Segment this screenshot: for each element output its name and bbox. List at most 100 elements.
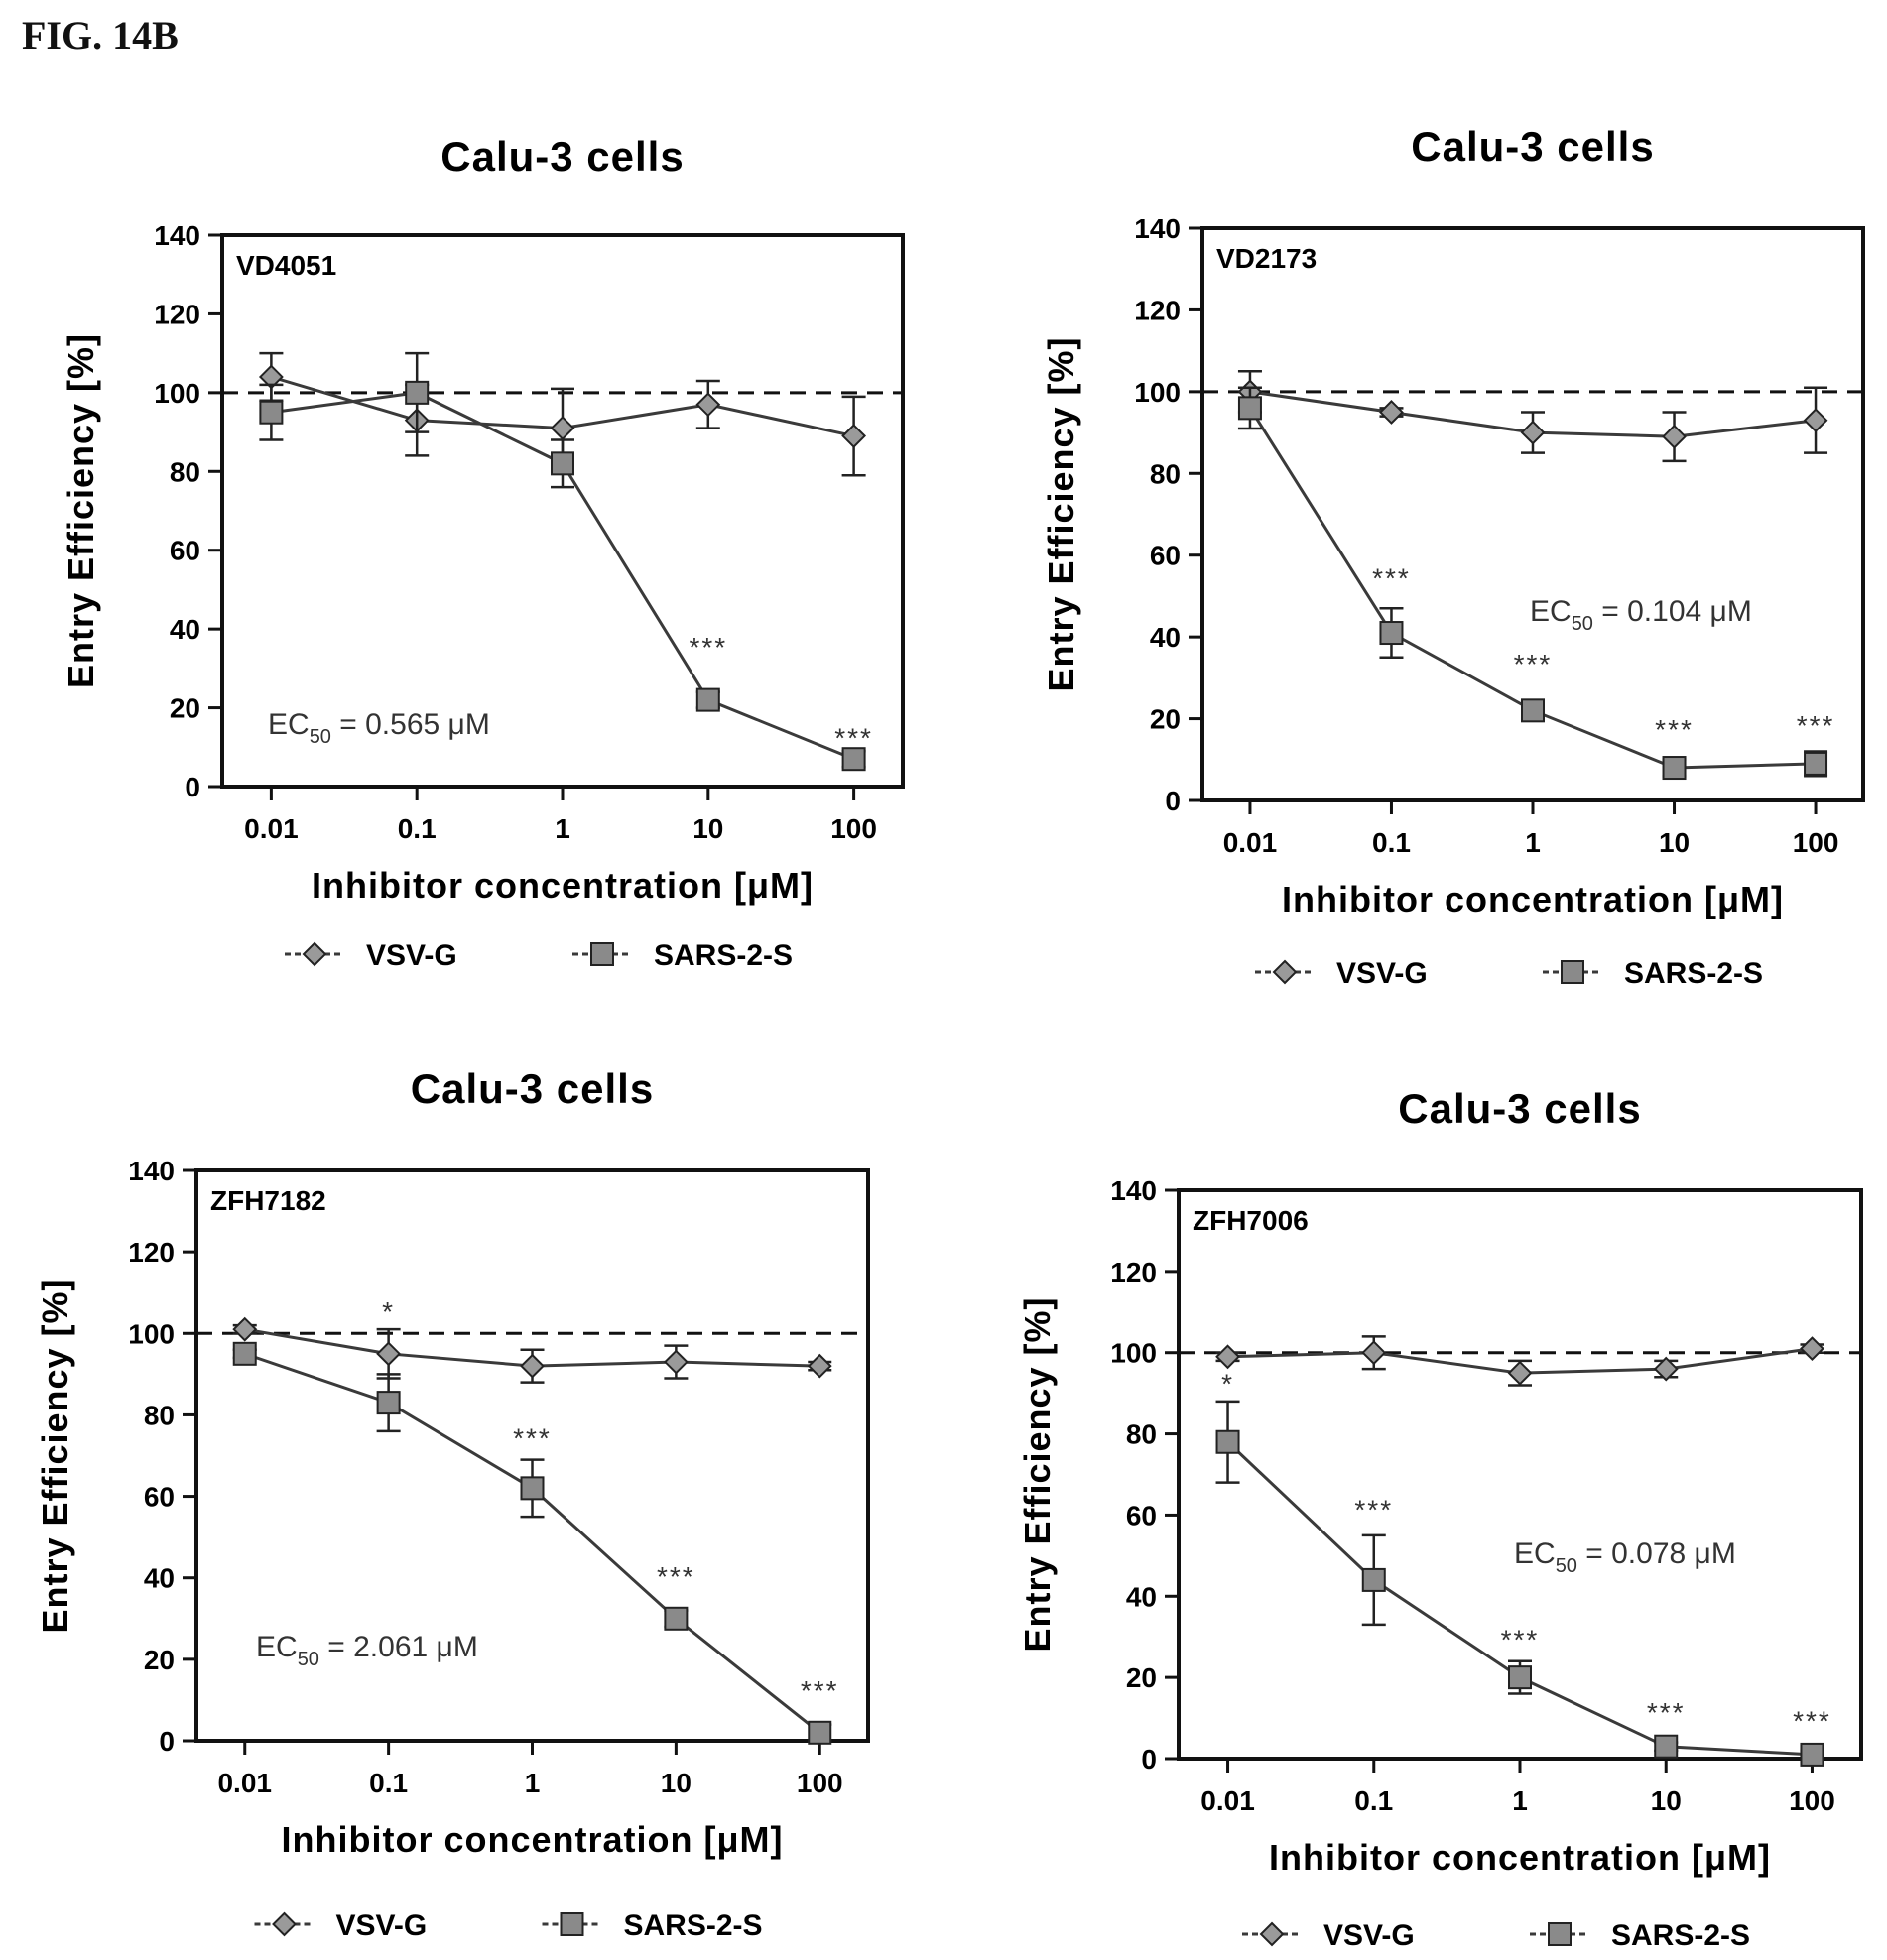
legend-marker <box>1548 1922 1572 1946</box>
data-point <box>1653 1356 1679 1382</box>
significance-mark: *** <box>1514 649 1553 679</box>
x-tick-label: 0.1 <box>369 1768 408 1798</box>
panel-label: VD2173 <box>1216 243 1317 274</box>
y-tick-label: 120 <box>154 299 200 329</box>
y-tick-label: 80 <box>170 456 200 487</box>
x-tick-label: 1 <box>525 1768 541 1798</box>
x-tick-label: 0.01 <box>1223 827 1278 858</box>
x-axis-label: Inhibitor concentration [μM] <box>1269 1837 1771 1878</box>
ec50-value: = 2.061 μM <box>319 1631 478 1663</box>
legend-label: SARS-2-S <box>1624 957 1763 990</box>
x-tick-label: 10 <box>661 1768 692 1798</box>
series-line <box>1226 1440 1813 1757</box>
y-tick-label: 20 <box>1150 704 1181 735</box>
y-tick-label: 0 <box>1165 786 1181 816</box>
data-point <box>841 747 866 772</box>
significance-mark: * <box>382 1296 395 1327</box>
ec50-label: EC <box>1530 595 1572 628</box>
data-point <box>664 1606 689 1631</box>
data-point <box>1800 1742 1824 1767</box>
y-tick-label: 0 <box>159 1726 175 1757</box>
x-tick-label: 100 <box>1789 1785 1835 1816</box>
y-tick-label: 100 <box>1134 377 1181 408</box>
data-point <box>550 416 575 441</box>
y-tick-label: 60 <box>144 1482 175 1513</box>
data-point <box>551 451 574 476</box>
x-tick-label: 0.1 <box>1354 1785 1393 1816</box>
x-tick-label: 100 <box>797 1768 843 1798</box>
series-vsv-g <box>232 1316 832 1384</box>
chart-title: Calu-3 cells <box>1398 1085 1641 1132</box>
y-tick-label: 120 <box>1134 295 1181 325</box>
data-point <box>405 380 430 405</box>
data-point <box>1215 1344 1240 1370</box>
y-tick-label: 20 <box>1126 1662 1157 1693</box>
ec50-annotation: EC50 = 0.078 μM <box>1514 1537 1736 1577</box>
significance-mark: *** <box>834 722 873 753</box>
y-axis-label: Entry Efficiency [%] <box>1041 336 1081 691</box>
x-tick-label: 100 <box>1793 827 1839 858</box>
legend-label: VSV-G <box>1323 1919 1415 1952</box>
series-vsv-g <box>1237 370 1828 463</box>
ec50-annotation: EC50 = 0.104 μM <box>1530 595 1752 635</box>
data-point <box>841 424 867 448</box>
data-point <box>1237 396 1262 421</box>
y-tick-label: 80 <box>1150 458 1181 489</box>
y-tick-label: 40 <box>1150 622 1181 653</box>
legend: VSV-G SARS-2-S <box>285 939 793 972</box>
significance-mark: * <box>1221 1369 1234 1400</box>
data-point <box>232 1341 257 1366</box>
series-sars-2-s <box>259 351 866 772</box>
chart-panel-vd4051: Calu-3 cells 0 20 40 60 80 100 120 140 0.01 0.1 1 10… <box>61 133 905 972</box>
y-tick-label: 120 <box>1110 1257 1157 1287</box>
x-tick-label: 10 <box>692 813 723 844</box>
significance-mark: *** <box>1655 714 1694 745</box>
y-tick-label: 140 <box>1134 213 1181 244</box>
ec50-subscript: 50 <box>298 1649 319 1670</box>
ec50-annotation: EC50 = 0.565 μM <box>268 708 490 748</box>
data-point <box>1662 756 1687 781</box>
y-tick-label: 0 <box>1141 1744 1157 1775</box>
legend-marker <box>302 941 327 967</box>
x-axis-label: Inhibitor concentration [μM] <box>282 1819 784 1860</box>
legend-label: SARS-2-S <box>624 1909 763 1942</box>
y-tick-label: 40 <box>144 1563 175 1594</box>
chart-title: Calu-3 cells <box>411 1065 654 1112</box>
y-tick-label: 0 <box>185 772 200 802</box>
series-sars-2-s <box>232 1341 832 1745</box>
ec50-annotation: EC50 = 2.061 μM <box>256 1631 478 1670</box>
legend: VSV-G SARS-2-S <box>1242 1919 1750 1952</box>
x-tick-label: 100 <box>830 813 877 844</box>
significance-mark: *** <box>1372 563 1411 594</box>
y-tick-label: 140 <box>1110 1175 1157 1206</box>
x-tick-label: 1 <box>1512 1785 1528 1816</box>
legend-marker <box>1259 1921 1285 1947</box>
panel-label: ZFH7006 <box>1193 1205 1309 1236</box>
significance-mark: *** <box>689 632 727 663</box>
legend-marker <box>560 1912 584 1936</box>
y-tick-label: 60 <box>170 536 200 566</box>
significance-mark: *** <box>801 1675 839 1706</box>
legend-marker <box>1272 959 1298 985</box>
x-tick-label: 10 <box>1659 827 1690 858</box>
data-point <box>520 1476 545 1501</box>
chart-panel-zfh7182: Calu-3 cells 0 20 40 60 80 100 120 140 0.01 0.1 1 10… <box>35 1065 870 1942</box>
legend: VSV-G SARS-2-S <box>1255 957 1763 990</box>
significance-mark: *** <box>657 1561 695 1592</box>
panel-label: ZFH7182 <box>210 1185 326 1216</box>
ec50-subscript: 50 <box>1556 1555 1577 1577</box>
data-point <box>1803 408 1828 433</box>
x-tick-label: 10 <box>1651 1785 1682 1816</box>
x-tick-label: 0.01 <box>244 813 299 844</box>
data-point <box>1379 400 1404 425</box>
legend: VSV-G SARS-2-S <box>254 1909 763 1942</box>
data-point <box>1361 1340 1387 1366</box>
y-tick-label: 40 <box>1126 1581 1157 1612</box>
data-point <box>259 400 284 425</box>
significance-mark: *** <box>1647 1697 1686 1728</box>
significance-mark: *** <box>1797 710 1835 741</box>
legend-marker <box>590 942 614 966</box>
significance-mark: *** <box>1501 1624 1540 1654</box>
legend-label: VSV-G <box>1336 957 1428 990</box>
y-axis-label: Entry Efficiency [%] <box>1017 1296 1058 1652</box>
